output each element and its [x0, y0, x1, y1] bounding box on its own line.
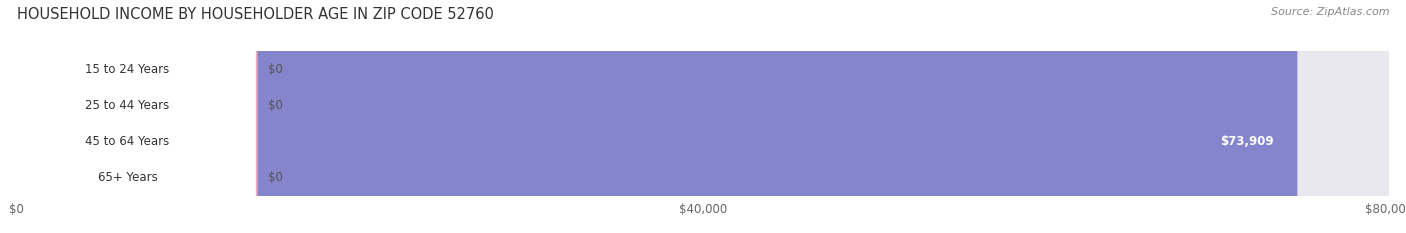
Text: 15 to 24 Years: 15 to 24 Years — [86, 63, 170, 76]
FancyBboxPatch shape — [0, 0, 257, 233]
Text: $0: $0 — [269, 63, 283, 76]
Text: $73,909: $73,909 — [1220, 135, 1274, 148]
Text: 65+ Years: 65+ Years — [97, 171, 157, 184]
Text: HOUSEHOLD INCOME BY HOUSEHOLDER AGE IN ZIP CODE 52760: HOUSEHOLD INCOME BY HOUSEHOLDER AGE IN Z… — [17, 7, 494, 22]
FancyBboxPatch shape — [0, 0, 257, 233]
Text: $0: $0 — [269, 171, 283, 184]
FancyBboxPatch shape — [0, 0, 257, 233]
Text: $0: $0 — [269, 99, 283, 112]
FancyBboxPatch shape — [17, 0, 1389, 233]
Text: Source: ZipAtlas.com: Source: ZipAtlas.com — [1271, 7, 1389, 17]
FancyBboxPatch shape — [17, 0, 1389, 233]
Text: 25 to 44 Years: 25 to 44 Years — [86, 99, 170, 112]
FancyBboxPatch shape — [4, 0, 1298, 233]
FancyBboxPatch shape — [17, 0, 1389, 233]
FancyBboxPatch shape — [17, 0, 1389, 233]
FancyBboxPatch shape — [0, 0, 257, 233]
Text: 45 to 64 Years: 45 to 64 Years — [86, 135, 170, 148]
